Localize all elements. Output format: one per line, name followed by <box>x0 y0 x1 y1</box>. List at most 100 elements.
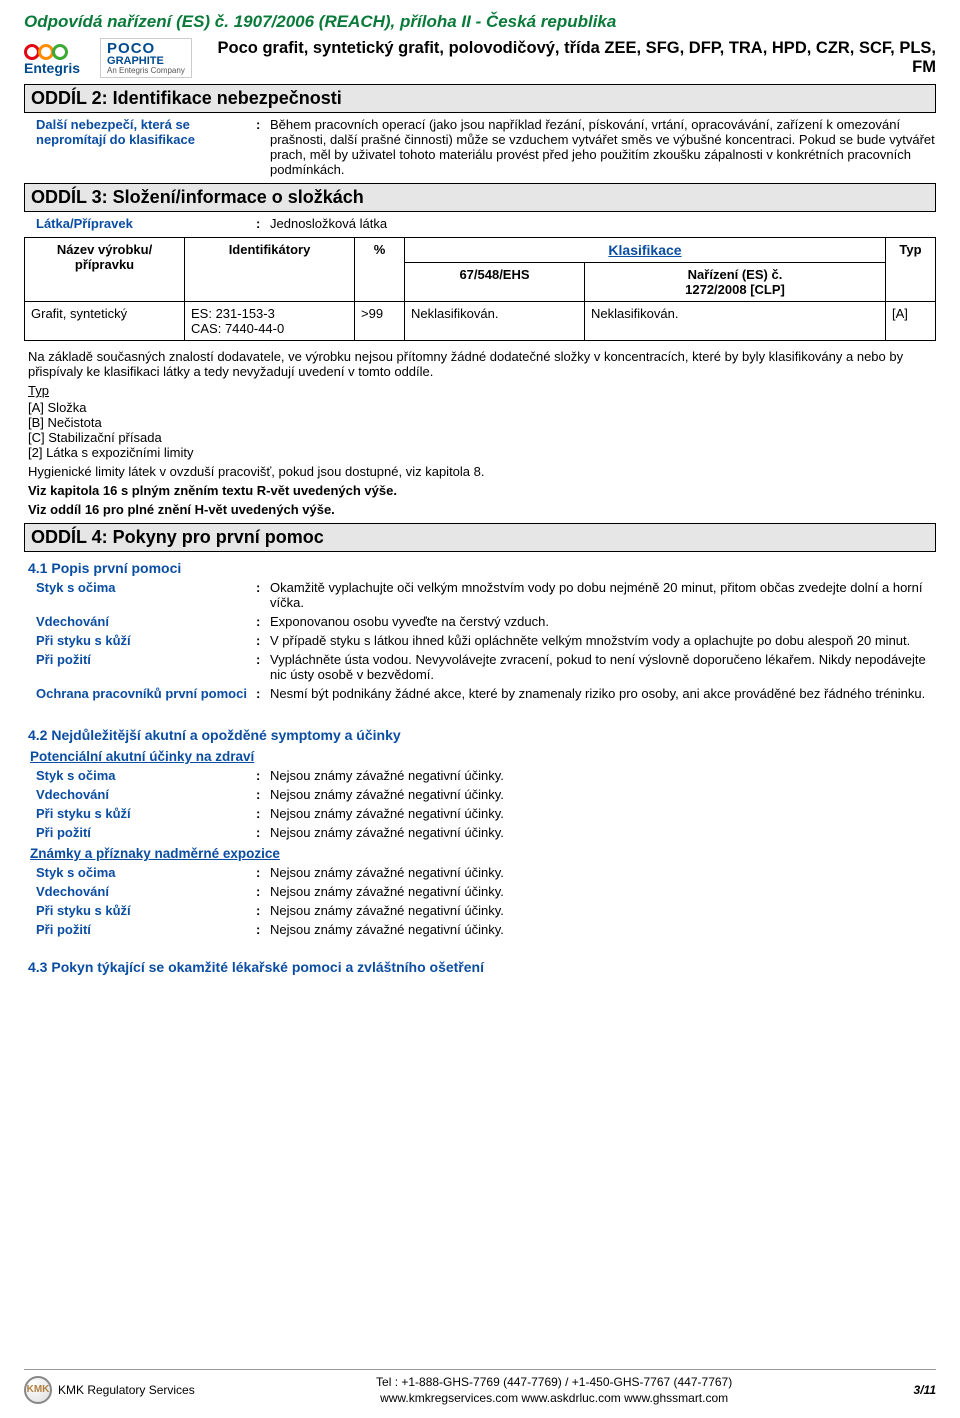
kv-label: Vdechování <box>36 614 256 629</box>
typ-line: [C] Stabilizační přísada <box>28 430 936 445</box>
colon-sep: : <box>256 865 270 880</box>
colon-sep: : <box>256 768 270 783</box>
colon-sep: : <box>256 903 270 918</box>
kv-label: Styk s očima <box>36 865 256 880</box>
colon-sep: : <box>256 806 270 821</box>
hygienic-line: Hygienické limity látek v ovzduší pracov… <box>28 464 936 479</box>
kv-row: Vdechování:Exponovanou osobu vyveďte na … <box>36 614 936 629</box>
page: Odpovídá nařízení (ES) č. 1907/2006 (REA… <box>0 0 960 1418</box>
kv-value: Nejsou známy závažné negativní účinky. <box>270 884 936 899</box>
entegris-rings-icon <box>24 41 68 61</box>
kv-label: Při styku s kůží <box>36 633 256 648</box>
kv-row: Styk s očima:Nejsou známy závažné negati… <box>36 865 936 880</box>
kv-label: Styk s očima <box>36 768 256 783</box>
th-c67: 67/548/EHS <box>405 263 585 302</box>
kv-label: Při požití <box>36 825 256 840</box>
footer-page: 3/11 <box>914 1383 936 1397</box>
td-name: Grafit, syntetický <box>25 302 185 341</box>
kv-label: Při styku s kůží <box>36 806 256 821</box>
kmk-logo-icon: KMK <box>24 1376 52 1404</box>
kv-label: Při požití <box>36 652 256 682</box>
footer-sites: www.kmkregservices.com www.askdrluc.com … <box>195 1390 914 1406</box>
section-2-label: Další nebezpečí, která se nepromítají do… <box>36 117 256 177</box>
poco-subtitle: An Entegris Company <box>107 67 185 75</box>
th-typ: Typ <box>886 238 936 302</box>
kv-label: Při požití <box>36 922 256 937</box>
composition-table: Název výrobku/ přípravku Identifikátory … <box>24 237 936 341</box>
section-3-note: Na základě současných znalostí dodavatel… <box>28 349 936 379</box>
kv-value: Vypláchněte ústa vodou. Nevyvolávejte zv… <box>270 652 936 682</box>
colon-sep: : <box>256 580 270 610</box>
colon-sep: : <box>256 614 270 629</box>
kv-row: Při požití:Nejsou známy závažné negativn… <box>36 922 936 937</box>
kv-value: Nejsou známy závažné negativní účinky. <box>270 825 936 840</box>
colon-sep: : <box>256 787 270 802</box>
kv-row: Při požití:Vypláchněte ústa vodou. Nevyv… <box>36 652 936 682</box>
kmk-name: KMK Regulatory Services <box>58 1383 195 1397</box>
colon-sep: : <box>256 117 270 177</box>
typ-line: [A] Složka <box>28 400 936 415</box>
kv-value: Nejsou známy závažné negativní účinky. <box>270 806 936 821</box>
section-4-2a-block: Styk s očima:Nejsou známy závažné negati… <box>24 768 936 840</box>
kv-value: Nejsou známy závažné negativní účinky. <box>270 768 936 783</box>
kv-row: Při styku s kůží:Nejsou známy závažné ne… <box>36 903 936 918</box>
table-row: Název výrobku/ přípravku Identifikátory … <box>25 238 936 263</box>
footer-left: KMK KMK Regulatory Services <box>24 1376 195 1404</box>
kv-value: Exponovanou osobu vyveďte na čerstvý vzd… <box>270 614 936 629</box>
regulation-line: Odpovídá nařízení (ES) č. 1907/2006 (REA… <box>24 12 936 32</box>
kv-row: Při styku s kůží:V případě styku s látko… <box>36 633 936 648</box>
product-name: Poco grafit, syntetický grafit, polovodi… <box>212 39 936 77</box>
section-4-3-heading: 4.3 Pokyn týkající se okamžité lékařské … <box>28 959 936 975</box>
kv-label: Při styku s kůží <box>36 903 256 918</box>
colon-sep: : <box>256 825 270 840</box>
typ-line: [B] Nečistota <box>28 415 936 430</box>
section-4-2a-heading: Potenciální akutní účinky na zdraví <box>30 749 936 764</box>
th-pct: % <box>355 238 405 302</box>
colon-sep: : <box>256 652 270 682</box>
kv-value: V případě styku s látkou ihned kůži oplá… <box>270 633 936 648</box>
td-typ: [A] <box>886 302 936 341</box>
typ-heading: Typ <box>28 383 936 398</box>
section-4-1-block: Styk s očima:Okamžitě vyplachujte oči ve… <box>24 580 936 701</box>
footer-mid: Tel : +1-888-GHS-7769 (447-7769) / +1-45… <box>195 1374 914 1406</box>
kv-row: Vdechování:Nejsou známy závažné negativn… <box>36 884 936 899</box>
kv-value: Nejsou známy závažné negativní účinky. <box>270 865 936 880</box>
section-4-2-heading: 4.2 Nejdůležitější akutní a opožděné sym… <box>28 727 936 743</box>
section-4-heading: ODDÍL 4: Pokyny pro první pomoc <box>24 523 936 552</box>
colon-sep: : <box>256 216 270 231</box>
kv-label: Ochrana pracovníků první pomoci <box>36 686 256 701</box>
th-name: Název výrobku/ přípravku <box>25 238 185 302</box>
kv-label: Vdechování <box>36 787 256 802</box>
entegris-word: Entegris <box>24 61 80 75</box>
kv-row: Ochrana pracovníků první pomoci:Nesmí bý… <box>36 686 936 701</box>
section-2-value: Během pracovních operací (jako jsou např… <box>270 117 936 177</box>
kv-row: Při požití:Nejsou známy závažné negativn… <box>36 825 936 840</box>
footer-tel: Tel : +1-888-GHS-7769 (447-7769) / +1-45… <box>195 1374 914 1390</box>
typ-list: [A] Složka [B] Nečistota [C] Stabilizačn… <box>28 400 936 460</box>
table-row: Grafit, syntetický ES: 231-153-3 CAS: 74… <box>25 302 936 341</box>
poco-word: POCO <box>107 41 185 56</box>
colon-sep: : <box>256 633 270 648</box>
kv-row: Vdechování:Nejsou známy závažné negativn… <box>36 787 936 802</box>
section-3-heading: ODDÍL 3: Složení/informace o složkách <box>24 183 936 212</box>
section-2-row: Další nebezpečí, která se nepromítají do… <box>36 117 936 177</box>
footer: KMK KMK Regulatory Services Tel : +1-888… <box>24 1369 936 1406</box>
poco-logo: POCO GRAPHITE An Entegris Company <box>100 38 192 78</box>
section-4-1-heading: 4.1 Popis první pomoci <box>28 560 936 576</box>
kv-row: Styk s očima:Nejsou známy závažné negati… <box>36 768 936 783</box>
kv-label: Styk s očima <box>36 580 256 610</box>
kv-value: Nesmí být podnikány žádné akce, které by… <box>270 686 936 701</box>
kv-value: Nejsou známy závažné negativní účinky. <box>270 787 936 802</box>
colon-sep: : <box>256 686 270 701</box>
kv-row: Styk s očima:Okamžitě vyplachujte oči ve… <box>36 580 936 610</box>
typ-line: [2] Látka s expozičními limity <box>28 445 936 460</box>
colon-sep: : <box>256 884 270 899</box>
kv-value: Okamžitě vyplachujte oči velkým množství… <box>270 580 936 610</box>
kv-value: Nejsou známy závažné negativní účinky. <box>270 922 936 937</box>
brand-row: Entegris POCO GRAPHITE An Entegris Compa… <box>24 38 936 78</box>
bold-ref-1: Viz kapitola 16 s plným zněním textu R-v… <box>28 483 936 498</box>
substance-label: Látka/Přípravek <box>36 216 256 231</box>
kv-label: Vdechování <box>36 884 256 899</box>
entegris-logo: Entegris <box>24 41 80 75</box>
td-clp: Neklasifikován. <box>585 302 886 341</box>
